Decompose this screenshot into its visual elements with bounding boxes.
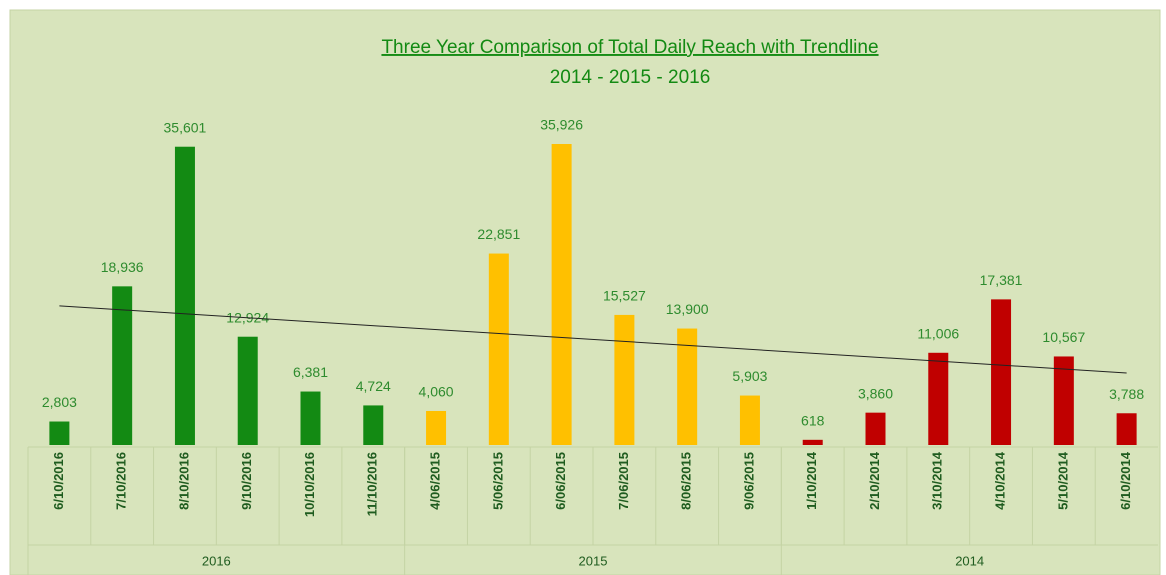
bar xyxy=(802,439,823,445)
bar xyxy=(237,336,258,445)
bar xyxy=(1053,356,1074,445)
data-label: 618 xyxy=(801,413,825,429)
x-tick-label: 3/10/2014 xyxy=(930,451,945,510)
x-tick-label: 6/06/2015 xyxy=(553,452,568,510)
x-tick-label: 4/06/2015 xyxy=(427,452,442,510)
bar xyxy=(49,421,70,445)
x-tick-label: 7/10/2016 xyxy=(114,452,129,510)
x-tick-label: 11/10/2016 xyxy=(365,452,380,516)
bar xyxy=(991,299,1012,445)
x-tick-label: 5/06/2015 xyxy=(490,452,505,510)
group-label: 2015 xyxy=(579,553,608,568)
chart-title: Three Year Comparison of Total Daily Rea… xyxy=(381,37,878,58)
data-label: 15,527 xyxy=(603,288,646,304)
data-label: 18,936 xyxy=(101,259,144,275)
data-label: 4,724 xyxy=(356,378,391,394)
x-tick-label: 2/10/2014 xyxy=(867,451,882,510)
data-label: 3,860 xyxy=(858,385,893,401)
bar xyxy=(865,412,886,445)
trendline xyxy=(59,305,1127,374)
group-label: 2014 xyxy=(955,553,984,568)
bar xyxy=(739,395,760,445)
data-label: 22,851 xyxy=(477,226,520,242)
data-label: 11,006 xyxy=(917,325,959,341)
bar xyxy=(174,146,195,445)
bar xyxy=(363,405,384,445)
data-label: 13,900 xyxy=(666,301,709,317)
data-label: 3,788 xyxy=(1109,386,1144,402)
data-label: 4,060 xyxy=(419,384,454,400)
bar xyxy=(614,314,635,445)
bar xyxy=(488,253,509,445)
x-tick-label: 5/10/2014 xyxy=(1055,451,1070,510)
data-label: 5,903 xyxy=(732,368,767,384)
bar xyxy=(300,391,321,445)
bar xyxy=(426,410,447,445)
data-label: 6,381 xyxy=(293,364,328,380)
x-tick-label: 4/10/2014 xyxy=(992,451,1007,510)
bar xyxy=(551,144,572,445)
group-label: 2016 xyxy=(202,553,231,568)
data-label: 10,567 xyxy=(1042,329,1085,345)
data-label: 17,381 xyxy=(980,272,1023,288)
x-tick-label: 6/10/2014 xyxy=(1118,451,1133,510)
x-tick-label: 8/06/2015 xyxy=(679,452,694,510)
x-tick-label: 1/10/2014 xyxy=(804,451,819,510)
x-tick-label: 8/10/2016 xyxy=(176,452,191,510)
x-tick-label: 7/06/2015 xyxy=(616,452,631,510)
bar xyxy=(1116,413,1137,445)
data-label: 2,803 xyxy=(42,394,77,410)
bar xyxy=(677,328,698,445)
bar xyxy=(112,286,133,445)
x-tick-label: 9/10/2016 xyxy=(239,452,254,510)
chart-subtitle: 2014 - 2015 - 2016 xyxy=(550,67,711,88)
x-tick-label: 6/10/2016 xyxy=(51,452,66,510)
data-label: 35,601 xyxy=(164,119,207,135)
x-tick-label: 9/06/2015 xyxy=(741,452,756,510)
bar xyxy=(928,352,949,445)
x-tick-label: 10/10/2016 xyxy=(302,452,317,517)
data-label: 35,926 xyxy=(540,117,583,133)
chart-area xyxy=(9,9,1161,575)
